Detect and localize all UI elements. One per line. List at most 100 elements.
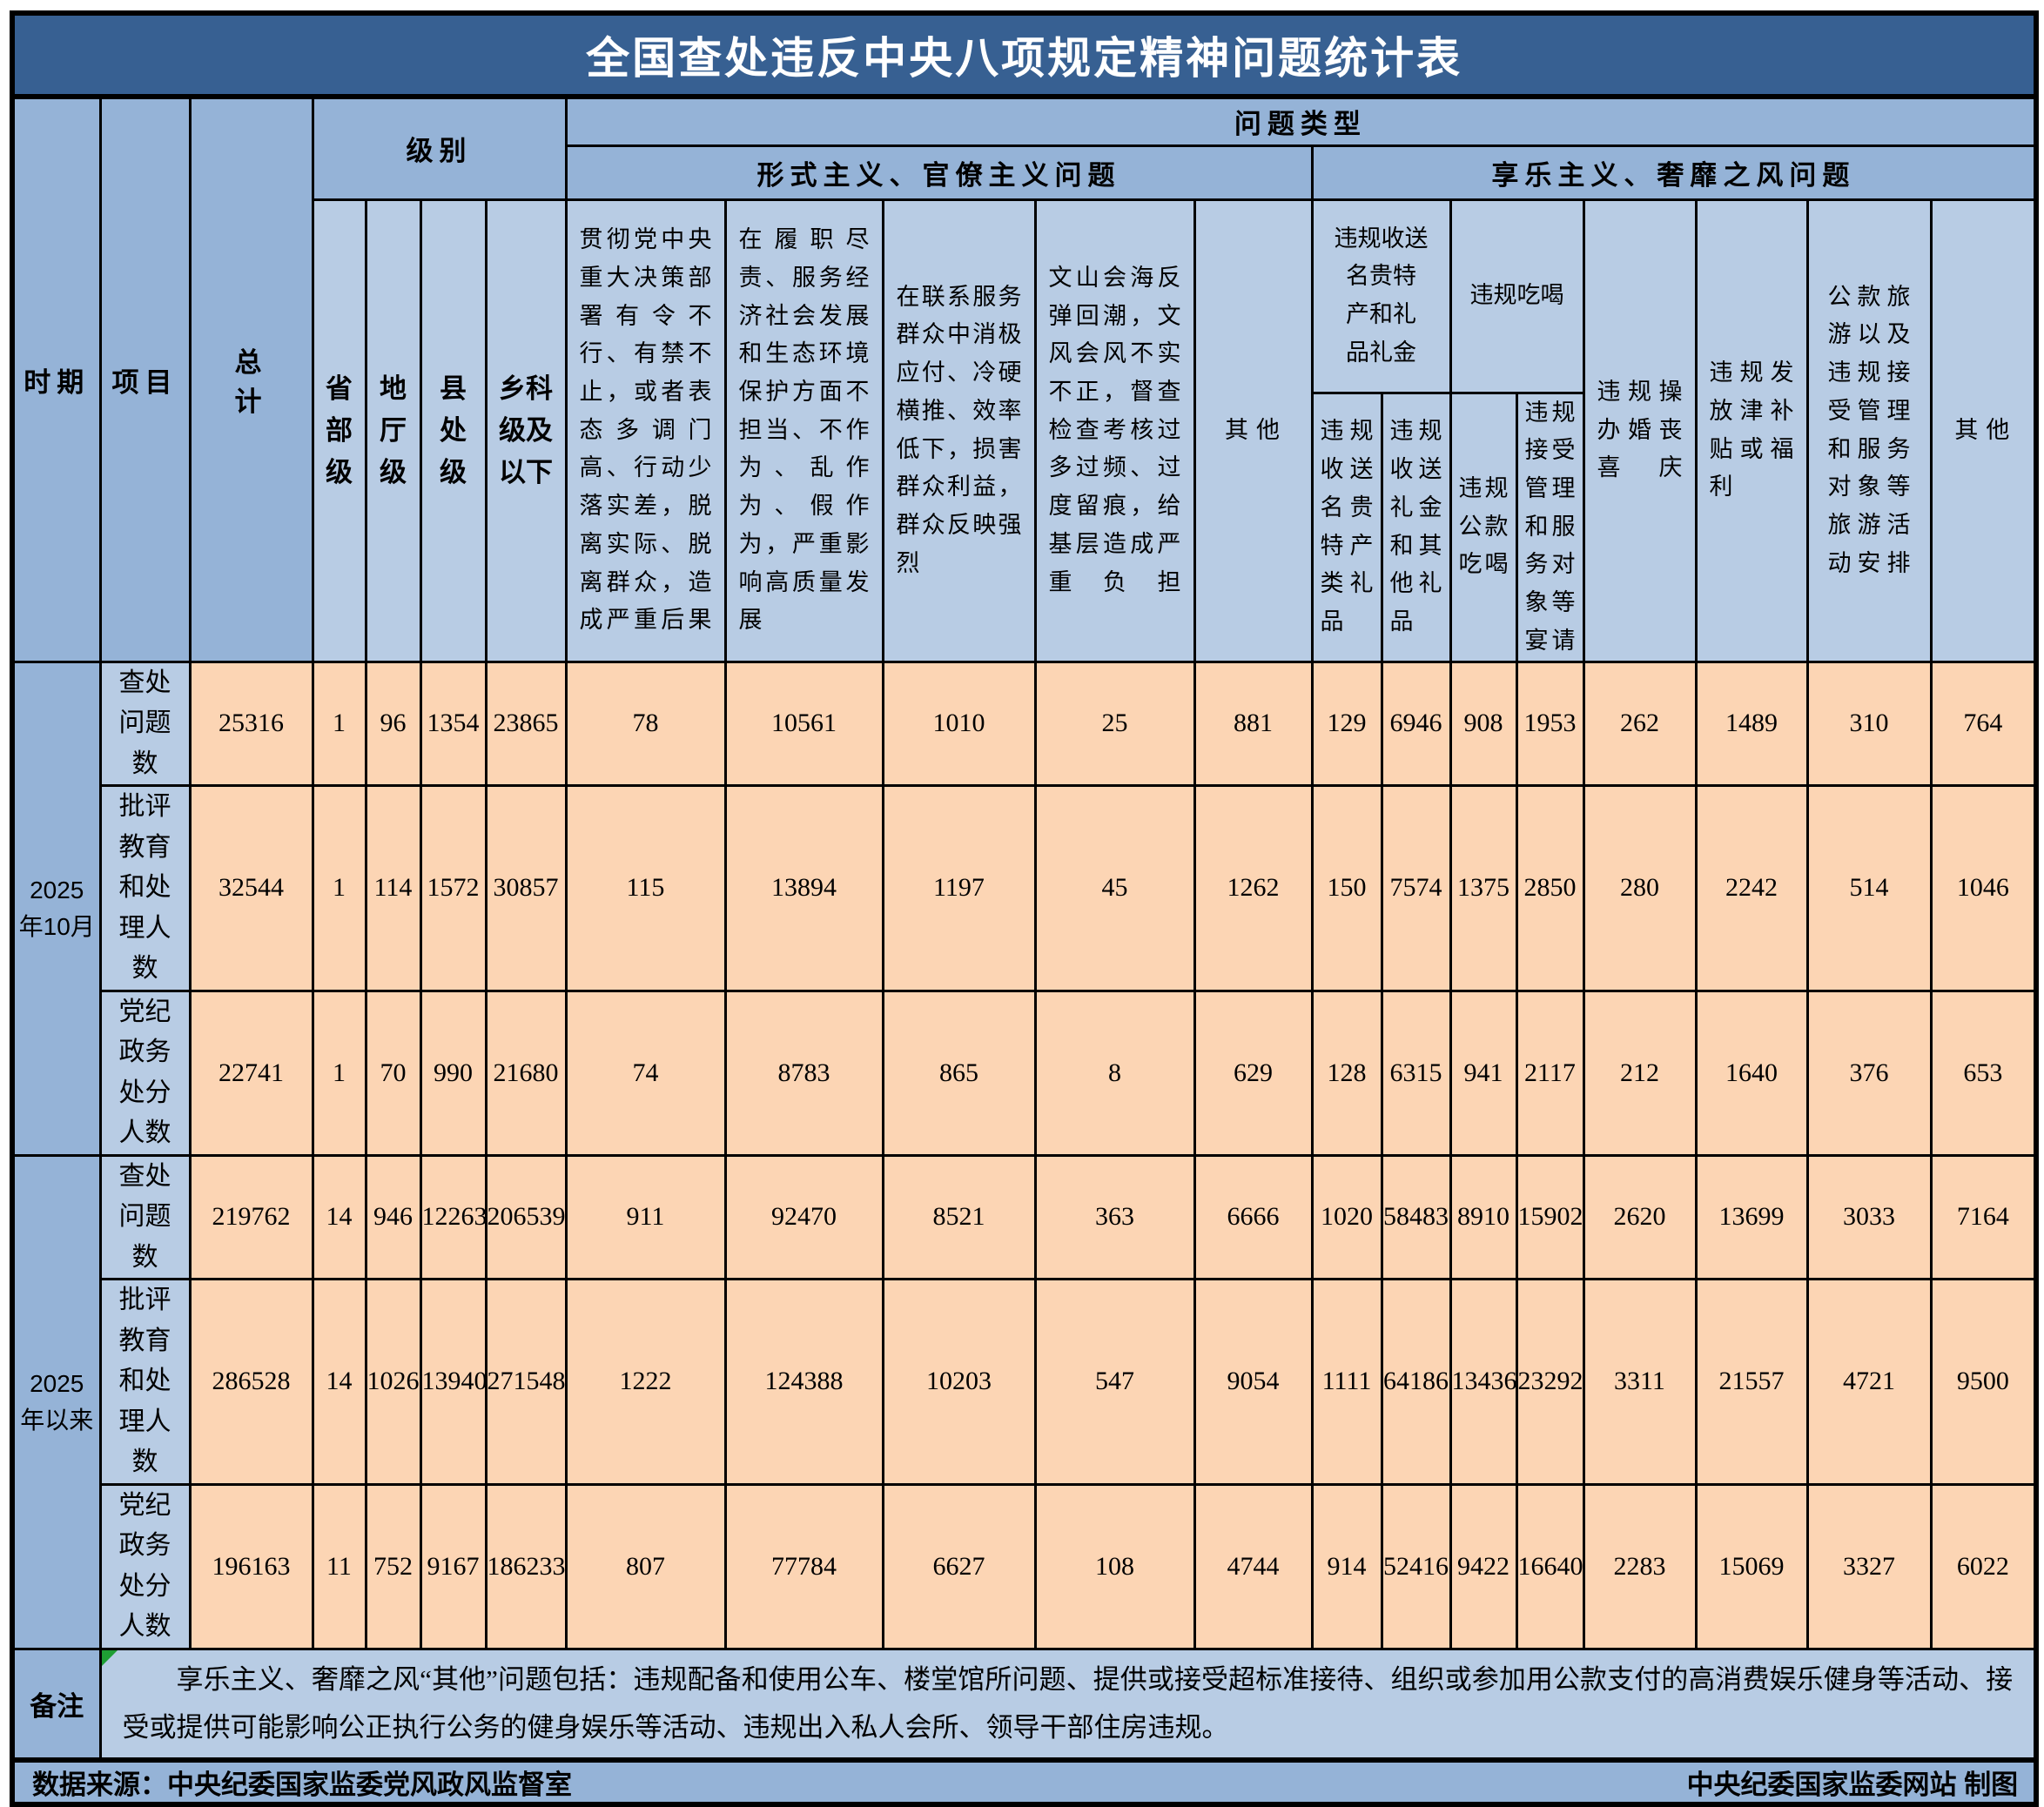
data-cell: 8910 bbox=[1449, 1153, 1518, 1281]
data-cell: 990 bbox=[419, 989, 487, 1157]
data-cell: 10561 bbox=[723, 660, 884, 788]
header-dining-banquets: 违规接受管理和服务对象等宴请 bbox=[1515, 391, 1585, 663]
header-item: 项目 bbox=[98, 95, 192, 663]
row-label: 党纪政务处分人数 bbox=[98, 989, 192, 1157]
data-cell: 77784 bbox=[723, 1482, 884, 1650]
data-cell: 653 bbox=[1929, 989, 2038, 1157]
data-cell: 8 bbox=[1033, 989, 1196, 1157]
data-cell: 2242 bbox=[1694, 784, 1809, 992]
header-gifts-specialty: 违规收送名贵特产类礼品 bbox=[1310, 391, 1383, 663]
header-dining-parent: 违规吃喝 bbox=[1449, 198, 1585, 394]
data-cell: 2283 bbox=[1582, 1482, 1698, 1650]
data-cell: 32544 bbox=[188, 784, 314, 992]
data-cell: 764 bbox=[1929, 660, 2038, 788]
remark-content: 享乐主义、奢靡之风“其他”问题包括：违规配备和使用公车、楼堂馆所问题、提供或接受… bbox=[122, 1663, 2014, 1743]
data-cell: 547 bbox=[1033, 1278, 1196, 1486]
data-cell: 15902 bbox=[1515, 1153, 1585, 1281]
data-cell: 13940 bbox=[419, 1278, 487, 1486]
data-cell: 376 bbox=[1805, 989, 1933, 1157]
data-cell: 9054 bbox=[1193, 1278, 1314, 1486]
header-total-label: 总计 bbox=[234, 347, 268, 418]
data-cell: 807 bbox=[564, 1482, 727, 1650]
data-cell: 196163 bbox=[188, 1482, 314, 1650]
header-gifts-parent: 违规收送名贵特产和礼品礼金 bbox=[1310, 198, 1452, 394]
data-cell: 286528 bbox=[188, 1278, 314, 1486]
data-cell: 15069 bbox=[1694, 1482, 1809, 1650]
header-level-township: 乡科级及以下 bbox=[484, 198, 568, 663]
data-cell: 2117 bbox=[1515, 989, 1585, 1157]
data-cell: 1010 bbox=[881, 660, 1037, 788]
data-cell: 45 bbox=[1033, 784, 1196, 992]
data-cell: 21557 bbox=[1694, 1278, 1809, 1486]
data-cell: 1046 bbox=[1929, 784, 2038, 992]
remark-label: 备注 bbox=[10, 1647, 102, 1762]
data-cell: 128 bbox=[1310, 989, 1383, 1157]
data-cell: 114 bbox=[364, 784, 422, 992]
data-cell: 8521 bbox=[881, 1153, 1037, 1281]
period-cell: 2025年以来 bbox=[10, 1153, 102, 1650]
header-level-group: 级别 bbox=[311, 95, 568, 201]
data-cell: 7164 bbox=[1929, 1153, 2038, 1281]
row-label: 查处问题数 bbox=[98, 1153, 192, 1281]
credit-text: 中央纪委国家监委网站 制图 bbox=[1686, 1770, 2019, 1801]
header-period: 时期 bbox=[10, 95, 102, 663]
header-hedonism-allowances: 违规发放津补贴或福利 bbox=[1694, 198, 1809, 663]
header-formalism-col-4: 文山会海反弹回潮，文风会风不实不正，督查检查考核过多过频、过度留痕，给基层造成严… bbox=[1033, 198, 1196, 663]
data-cell: 115 bbox=[564, 784, 727, 992]
data-cell: 1 bbox=[311, 784, 367, 992]
data-cell: 25316 bbox=[188, 660, 314, 788]
data-cell: 4721 bbox=[1805, 1278, 1933, 1486]
header-level-province: 省部级 bbox=[311, 198, 367, 663]
data-cell: 8783 bbox=[723, 989, 884, 1157]
data-cell: 752 bbox=[364, 1482, 422, 1650]
data-cell: 16640 bbox=[1515, 1482, 1585, 1650]
data-cell: 1020 bbox=[1310, 1153, 1383, 1281]
row-label: 党纪政务处分人数 bbox=[98, 1482, 192, 1650]
header-total: 总计 bbox=[188, 95, 314, 663]
data-cell: 2850 bbox=[1515, 784, 1585, 992]
data-cell: 6946 bbox=[1380, 660, 1452, 788]
header-hedonism-group: 享乐主义、奢靡之风问题 bbox=[1310, 144, 2038, 201]
data-cell: 6627 bbox=[881, 1482, 1037, 1650]
data-cell: 271548 bbox=[484, 1278, 568, 1486]
header-formalism-col-3: 在联系服务群众中消极应付、冷硬横推、效率低下，损害群众利益，群众反映强烈 bbox=[881, 198, 1037, 663]
table-title: 全国查处违反中央八项规定精神问题统计表 bbox=[10, 11, 2038, 99]
period-cell: 2025年10月 bbox=[10, 660, 102, 1157]
data-cell: 206539 bbox=[484, 1153, 568, 1281]
data-cell: 1953 bbox=[1515, 660, 1585, 788]
data-cell: 941 bbox=[1449, 989, 1518, 1157]
data-cell: 4744 bbox=[1193, 1482, 1314, 1650]
data-cell: 1640 bbox=[1694, 989, 1809, 1157]
data-cell: 1489 bbox=[1694, 660, 1809, 788]
data-source-text: 数据来源：中央纪委国家监委党风政风监督室 bbox=[32, 1770, 572, 1801]
data-cell: 1375 bbox=[1449, 784, 1518, 992]
data-cell: 6022 bbox=[1929, 1482, 2038, 1650]
data-cell: 9422 bbox=[1449, 1482, 1518, 1650]
data-cell: 3033 bbox=[1805, 1153, 1933, 1281]
data-cell: 186233 bbox=[484, 1482, 568, 1650]
header-gifts-parent-label: 违规收送名贵特产和礼品礼金 bbox=[1334, 225, 1429, 366]
data-cell: 22741 bbox=[188, 989, 314, 1157]
data-cell: 6666 bbox=[1193, 1153, 1314, 1281]
header-level-county: 县处级 bbox=[419, 198, 487, 663]
header-gifts-cash: 违规收送礼金和其他礼品 bbox=[1380, 391, 1452, 663]
header-formalism-other: 其他 bbox=[1193, 198, 1314, 663]
data-cell: 6315 bbox=[1380, 989, 1452, 1157]
row-label: 批评教育和处理人数 bbox=[98, 784, 192, 992]
data-cell: 1197 bbox=[881, 784, 1037, 992]
data-cell: 108 bbox=[1033, 1482, 1196, 1650]
data-cell: 58483 bbox=[1380, 1153, 1452, 1281]
header-problem-type: 问题类型 bbox=[564, 95, 2038, 147]
footer-bar: 数据来源：中央纪委国家监委党风政风监督室 中央纪委国家监委网站 制图 bbox=[10, 1757, 2038, 1806]
data-cell: 1262 bbox=[1193, 784, 1314, 992]
data-cell: 13436 bbox=[1449, 1278, 1518, 1486]
data-cell: 865 bbox=[881, 989, 1037, 1157]
data-cell: 150 bbox=[1310, 784, 1383, 992]
data-cell: 30857 bbox=[484, 784, 568, 992]
data-cell: 1026 bbox=[364, 1278, 422, 1486]
data-cell: 1 bbox=[311, 660, 367, 788]
data-cell: 262 bbox=[1582, 660, 1698, 788]
data-cell: 1354 bbox=[419, 660, 487, 788]
data-cell: 12263 bbox=[419, 1153, 487, 1281]
